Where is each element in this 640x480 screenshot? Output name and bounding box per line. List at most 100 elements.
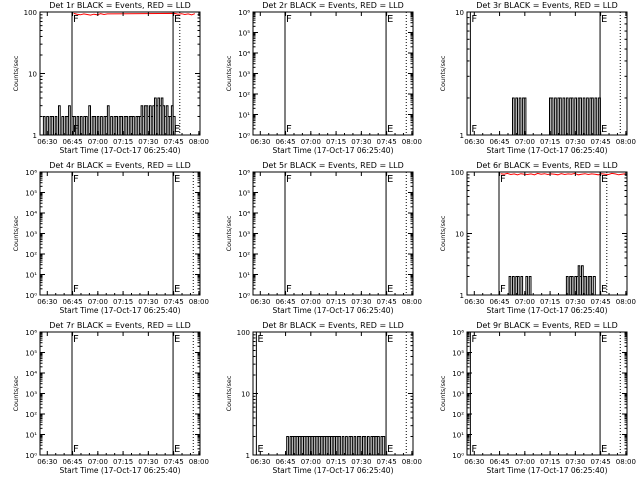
- y-tick-label: 10³: [238, 71, 250, 79]
- marker-label: F: [500, 174, 506, 185]
- marker-label: E: [174, 334, 180, 345]
- marker-label: F: [73, 444, 79, 455]
- x-tick-label: 06:45: [275, 458, 295, 466]
- events-series-line: [42, 97, 176, 136]
- panel-title: Det 1r BLACK = Events, RED = LLD: [49, 1, 191, 10]
- x-tick-label: 07:45: [164, 298, 184, 306]
- x-tick-label: 07:15: [326, 298, 346, 306]
- x-tick-label: 07:15: [113, 298, 133, 306]
- x-tick-label: 08:00: [616, 458, 636, 466]
- marker-label: E: [257, 334, 263, 345]
- y-tick-label: 10²: [238, 251, 250, 259]
- marker-label: E: [174, 284, 180, 295]
- marker-label: E: [387, 284, 393, 295]
- x-tick-label: 06:30: [37, 298, 57, 306]
- x-tick-label: 06:30: [464, 298, 484, 306]
- x-axis-label: Start Time (17-Oct-17 06:25:40): [486, 466, 607, 475]
- x-tick-label: 06:30: [464, 138, 484, 146]
- x-tick-label: 07:45: [377, 138, 397, 146]
- detector-panel: Det 4r BLACK = Events, RED = LLD F F E E 06:3…: [12, 161, 209, 315]
- x-tick-label: 06:45: [489, 138, 509, 146]
- x-tick-label: 06:45: [62, 298, 82, 306]
- y-axis-label: Counts/sec: [12, 375, 20, 411]
- marker-label: E: [257, 444, 263, 455]
- x-tick-label: 07:15: [540, 458, 560, 466]
- y-tick-label: 10: [455, 231, 464, 239]
- x-tick-label: 06:30: [464, 458, 484, 466]
- x-tick-label: 07:45: [377, 458, 397, 466]
- x-tick-label: 07:00: [88, 298, 108, 306]
- x-tick-label: 08:00: [189, 138, 209, 146]
- detector-panel: Det 2r BLACK = Events, RED = LLD F F E E 06:3…: [225, 1, 422, 155]
- x-tick-label: 07:00: [301, 138, 321, 146]
- marker-label: E: [601, 284, 607, 295]
- marker-label: E: [601, 444, 607, 455]
- y-tick-label: 10⁴: [238, 210, 250, 218]
- marker-label: F: [286, 284, 292, 295]
- x-axis-label: Start Time (17-Oct-17 06:25:40): [59, 306, 180, 315]
- x-axis-label: Start Time (17-Oct-17 06:25:40): [59, 466, 180, 475]
- y-axis-label: Counts/sec: [439, 375, 447, 411]
- x-tick-label: 06:45: [62, 138, 82, 146]
- y-tick-label: 10²: [25, 251, 37, 259]
- marker-label: E: [387, 174, 393, 185]
- marker-label: E: [387, 124, 393, 135]
- plot-frame: [252, 11, 414, 136]
- marker-label: E: [601, 174, 607, 185]
- detector-panel: Det 7r BLACK = Events, RED = LLD F F E E 06:3…: [12, 321, 209, 475]
- y-tick-label: 10: [28, 71, 37, 79]
- y-tick-label: 1: [33, 132, 37, 140]
- marker-label: E: [387, 14, 393, 25]
- x-tick-label: 07:30: [138, 298, 158, 306]
- marker-label: F: [286, 124, 292, 135]
- panel-title: Det 5r BLACK = Events, RED = LLD: [262, 161, 404, 170]
- marker-label: E: [174, 14, 180, 25]
- panel-title: Det 2r BLACK = Events, RED = LLD: [262, 1, 404, 10]
- x-tick-label: 07:45: [377, 298, 397, 306]
- x-tick-label: 07:45: [164, 138, 184, 146]
- x-tick-label: 07:00: [515, 138, 535, 146]
- x-tick-label: 07:15: [540, 138, 560, 146]
- x-tick-label: 07:30: [565, 298, 585, 306]
- y-tick-label: 10⁶: [25, 169, 37, 177]
- marker-label: F: [471, 124, 477, 135]
- y-tick-label: 10³: [452, 391, 464, 399]
- y-axis-label: Counts/sec: [439, 55, 447, 91]
- x-tick-label: 07:45: [591, 298, 611, 306]
- marker-label: E: [174, 174, 180, 185]
- x-axis-label: Start Time (17-Oct-17 06:25:40): [272, 466, 393, 475]
- lld-series-line: [73, 12, 196, 16]
- y-tick-label: 10¹: [238, 112, 250, 120]
- x-tick-label: 07:30: [138, 138, 158, 146]
- x-tick-label: 06:45: [275, 138, 295, 146]
- marker-label: F: [471, 444, 477, 455]
- x-tick-label: 07:00: [301, 298, 321, 306]
- y-axis-label: Counts/sec: [439, 215, 447, 251]
- plot-frame: [39, 331, 201, 456]
- x-tick-label: 08:00: [189, 298, 209, 306]
- y-tick-label: 10: [455, 9, 464, 17]
- marker-label: F: [73, 174, 79, 185]
- y-tick-label: 100: [237, 329, 250, 337]
- x-tick-label: 07:15: [326, 458, 346, 466]
- detector-panel: Det 8r BLACK = Events, RED = LLD E E E E 06:3…: [225, 321, 422, 475]
- y-tick-label: 10⁶: [25, 329, 37, 337]
- panel-title: Det 9r BLACK = Events, RED = LLD: [476, 321, 618, 330]
- marker-label: E: [174, 124, 180, 135]
- y-tick-label: 10⁰: [238, 292, 250, 300]
- y-axis-label: Counts/sec: [225, 55, 233, 91]
- y-tick-label: 10⁵: [452, 350, 464, 358]
- marker-label: E: [174, 444, 180, 455]
- x-axis-label: Start Time (17-Oct-17 06:25:40): [272, 146, 393, 155]
- x-tick-label: 06:30: [250, 298, 270, 306]
- y-tick-label: 10⁵: [238, 190, 250, 198]
- y-axis-label: Counts/sec: [225, 215, 233, 251]
- x-tick-label: 06:30: [250, 138, 270, 146]
- marker-label: E: [387, 334, 393, 345]
- marker-label: F: [286, 14, 292, 25]
- y-tick-label: 10⁴: [238, 50, 250, 58]
- y-tick-label: 1: [460, 132, 464, 140]
- x-tick-label: 07:00: [301, 458, 321, 466]
- detector-panel: Det 1r BLACK = Events, RED = LLD F F E E 06:3…: [12, 1, 209, 155]
